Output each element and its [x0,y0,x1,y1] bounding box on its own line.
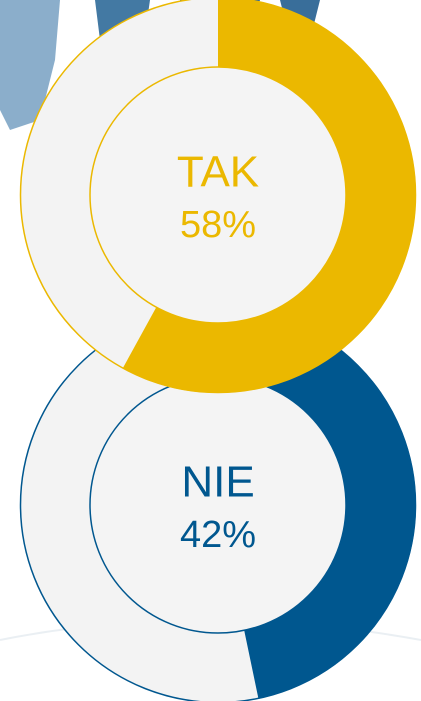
value-label: 58% [180,204,256,246]
page: NIE42%TAK58% (() => { const data = JSON.… [0,0,421,701]
chart: NIE 42% TAK 58% [0,0,421,701]
category-label: TAK [177,148,259,197]
category-label: NIE [181,458,254,507]
value-label: 42% [180,514,256,556]
